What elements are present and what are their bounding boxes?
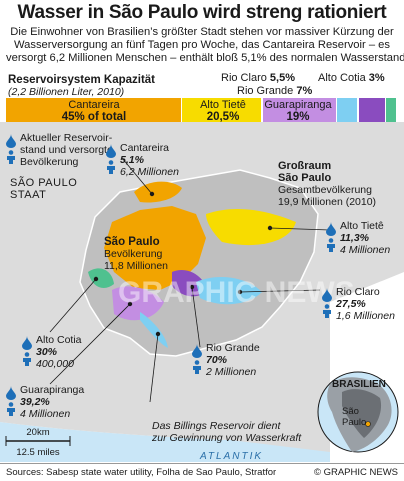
city-label: São Paulo Bevölkerung 11,8 Millionen bbox=[104, 236, 169, 272]
capacity-segment-rio-claro bbox=[337, 98, 358, 124]
reservoir-name: Guarapiranga bbox=[20, 384, 85, 396]
rio-grande-capacity-label: Rio Grande 7% bbox=[237, 85, 313, 97]
intro-line-3: versorgt 6,2 Millionen Menschen – enthäl… bbox=[6, 52, 404, 65]
reservoir-map: GRAPHIC NEWS 20km 12.5 miles ATLANTIK bbox=[0, 122, 404, 462]
capacity-segment-alto-tiet- bbox=[182, 98, 262, 124]
capacity-subtitle: (2,2 Billionen Liter, 2010) bbox=[8, 86, 125, 98]
reservoir-name: Alto Tietê bbox=[340, 220, 384, 232]
reservoir-pop: 4 Millionen bbox=[340, 244, 391, 256]
alto-cotia-leader bbox=[49, 278, 97, 333]
legend-text: Aktueller Reservoir- stand und versorgte… bbox=[20, 132, 113, 168]
rio-claro-capacity-label: Rio Claro 5,5% bbox=[221, 72, 295, 84]
reservoir-pop: 2 Millionen bbox=[206, 366, 257, 378]
alto-tiete-leader bbox=[269, 227, 331, 231]
intro-text: Die Einwohner von Brasilien’s größter St… bbox=[6, 26, 404, 66]
reservoir-level: 30% bbox=[36, 346, 58, 358]
footer-divider bbox=[0, 463, 404, 464]
person-icon bbox=[323, 304, 331, 318]
guarapiranga-capacity-label: Guarapiranga 19% bbox=[264, 99, 332, 123]
billings-leader bbox=[149, 333, 159, 403]
inset-country-label: BRASILIEN bbox=[332, 379, 386, 390]
ocean-area bbox=[0, 422, 330, 462]
water-drop-icon bbox=[6, 134, 16, 148]
billings-note: Das Billings Reservoir dient zur Gewinnun… bbox=[152, 420, 302, 444]
guarapiranga-leader bbox=[49, 303, 131, 385]
cantareira-leader bbox=[121, 157, 153, 195]
reservoir-pop: 4 Millionen bbox=[20, 408, 71, 420]
reservoir-pop: 1,6 Millionen bbox=[336, 310, 395, 322]
intro-line-1: Die Einwohner von Brasilien’s größter St… bbox=[10, 26, 394, 38]
person-icon bbox=[7, 402, 15, 416]
city-core bbox=[104, 206, 206, 290]
watermark: GRAPHIC NEWS bbox=[118, 276, 355, 309]
reservoir-level: 70% bbox=[206, 354, 228, 366]
reservoir-name: Rio Grande bbox=[206, 342, 260, 354]
alto-tiete-capacity-label: Alto Tietê 20,5% bbox=[200, 99, 246, 123]
water-drop-icon bbox=[326, 222, 336, 236]
state-label: SÃO PAULO STAAT bbox=[10, 177, 78, 201]
person-icon bbox=[327, 238, 335, 252]
inset-globe bbox=[317, 371, 399, 453]
alto-cotia-capacity-label: Alto Cotia 3% bbox=[318, 72, 385, 84]
billings-reservoir bbox=[140, 312, 168, 348]
capacity-segment-guarapiranga bbox=[262, 98, 336, 124]
scale-bar: 20km 12.5 miles bbox=[5, 427, 71, 458]
ocean-label: ATLANTIK bbox=[199, 451, 263, 462]
alto-cotia-reservoir bbox=[88, 268, 114, 288]
reservoir-level: 39,2% bbox=[20, 396, 50, 408]
inset-city-label: São Paulo bbox=[342, 406, 367, 428]
sources-text: Sources: Sabesp state water utility, Fol… bbox=[6, 467, 277, 478]
capacity-title: Reservoirsystem Kapazität bbox=[8, 74, 156, 86]
scale-mi-label: 12.5 miles bbox=[16, 447, 60, 458]
scale-km-label: 20km bbox=[26, 427, 49, 438]
capacity-segment-cantareira bbox=[6, 98, 181, 124]
metro-label: Großraum São Paulo Gesamtbevölkerung 19,… bbox=[278, 160, 377, 208]
capacity-bar bbox=[6, 98, 398, 124]
water-drop-icon bbox=[22, 336, 32, 350]
credit-text: © GRAPHIC NEWS bbox=[313, 467, 398, 478]
reservoir-level: 27,5% bbox=[336, 298, 366, 310]
reservoir-name: Rio Claro bbox=[336, 286, 380, 298]
person-icon bbox=[23, 352, 31, 366]
reservoir-level: 5,1% bbox=[120, 154, 144, 166]
water-drop-icon bbox=[6, 386, 16, 400]
rio-claro-reservoir bbox=[196, 277, 262, 305]
person-icon bbox=[7, 150, 15, 164]
intro-line-2: Wasserversorgung an fünf Tagen pro Woche… bbox=[13, 39, 390, 52]
water-drop-icon bbox=[106, 144, 116, 158]
person-icon bbox=[107, 160, 115, 174]
reservoir-level: 11,3% bbox=[340, 232, 369, 244]
water-drop-icon bbox=[192, 344, 202, 358]
reservoir-name: Cantareira bbox=[120, 142, 170, 154]
rio-grande-leader bbox=[191, 286, 201, 348]
reservoir-pop: 6,2 Millionen bbox=[120, 166, 179, 178]
alto-tiete-reservoir bbox=[206, 208, 296, 246]
water-drop-icon bbox=[322, 288, 332, 302]
reservoir-pop: 400,000 bbox=[36, 358, 74, 370]
cantareira-capacity-label: Cantareira 45% of total bbox=[61, 99, 127, 123]
capacity-segment-rio-grande bbox=[358, 98, 385, 124]
rio-claro-leader bbox=[239, 289, 321, 293]
person-icon bbox=[193, 360, 201, 374]
guarapiranga-reservoir bbox=[112, 286, 164, 321]
page-title: Wasser in São Paulo wird streng rationie… bbox=[17, 2, 387, 23]
capacity-segment-alto-cotia bbox=[386, 98, 397, 124]
reservoir-name: Alto Cotia bbox=[36, 334, 82, 346]
